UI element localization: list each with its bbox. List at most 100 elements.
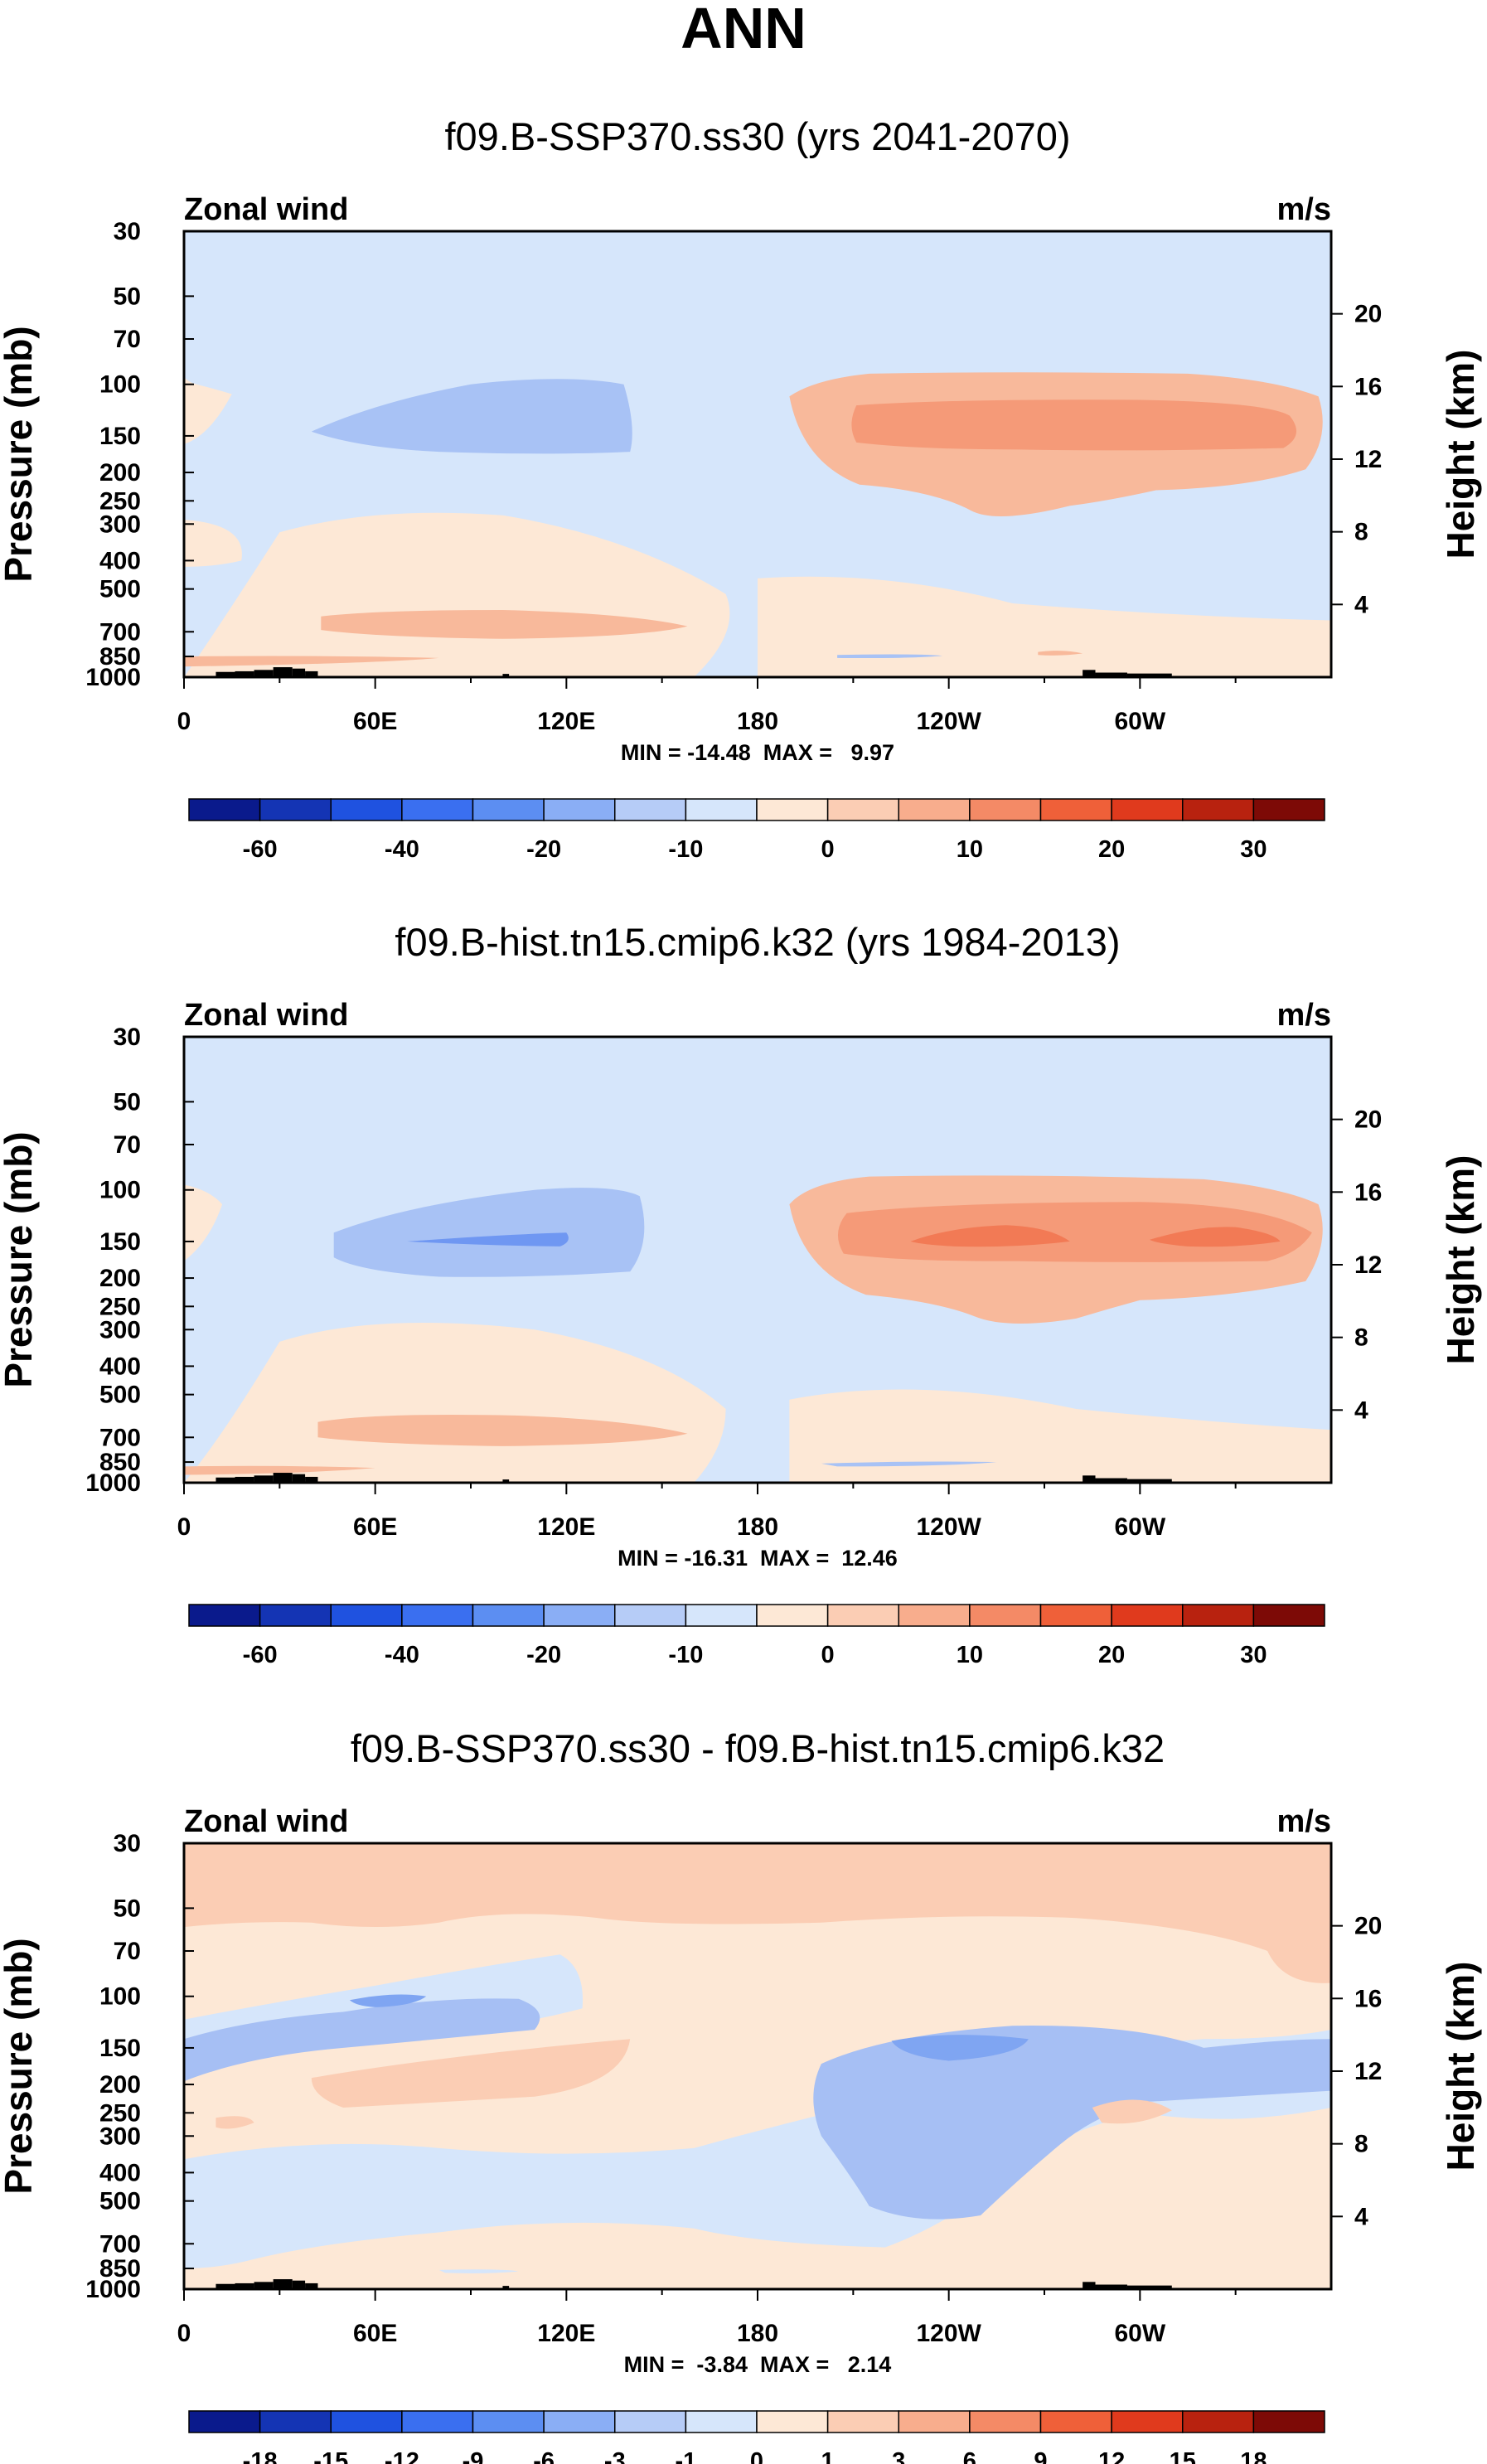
colorbar-box — [969, 1604, 1042, 1627]
min-max-label: MIN = -16.31 MAX = 12.46 — [618, 1546, 898, 1571]
min-max-label: MIN = -3.84 MAX = 2.14 — [624, 2352, 892, 2377]
contour-region--3to-1 — [813, 2026, 1331, 2220]
colorbar-label: 20 — [1098, 1642, 1125, 1668]
pressure-tick-label: 150 — [99, 2035, 141, 2062]
colorbar-box — [756, 2410, 829, 2433]
pressure-tick-label: 100 — [99, 1983, 141, 2011]
colorbar-label: 10 — [957, 1642, 983, 1668]
pressure-tick-label: 250 — [99, 1293, 141, 1320]
min-max-label: MIN = -14.48 MAX = 9.97 — [621, 740, 894, 765]
colorbar-label: -3 — [604, 2448, 626, 2464]
topography-bar — [235, 2282, 254, 2289]
topography-bar — [1126, 2285, 1172, 2289]
topography-bar — [1095, 672, 1127, 677]
colorbar-box — [259, 1604, 332, 1627]
longitude-tick-label: 60W — [1114, 1513, 1165, 1541]
pressure-tick-label: 300 — [99, 2123, 141, 2150]
height-tick-label: 12 — [1354, 446, 1382, 473]
colorbar-box — [1111, 2410, 1184, 2433]
colorbar-box — [1252, 2410, 1325, 2433]
colorbar-label: -6 — [533, 2448, 555, 2464]
contour-region-0to5 — [789, 1389, 1331, 1483]
longitude-tick-label: 180 — [737, 2320, 778, 2347]
topography-bar — [254, 670, 274, 677]
colorbar-box — [898, 1604, 971, 1627]
longitude-tick-label: 120W — [916, 2320, 981, 2347]
topography-bar — [1095, 2284, 1127, 2289]
units-label: m/s — [1277, 998, 1331, 1033]
colorbar-box — [401, 2410, 474, 2433]
contour-region--15to-10 — [407, 1232, 569, 1247]
pressure-tick-label: 30 — [114, 1024, 141, 1051]
colorbar: -18 -15 -12 -9 -6 -3 -1 0 1 3 6 9 12 15 18 — [188, 2410, 1325, 2464]
pressure-tick-label: 850 — [99, 1449, 141, 1476]
pressure-tick-label: 150 — [99, 1228, 141, 1256]
colorbar-box — [1111, 1604, 1184, 1627]
pressure-tick-label: 400 — [99, 2159, 141, 2186]
longitude-tick-label: 0 — [177, 2320, 191, 2347]
longitude-tick-label: 180 — [737, 708, 778, 735]
topography-bar — [216, 1477, 235, 1483]
pressure-axis-title: Pressure (mb) — [0, 326, 40, 582]
colorbar-box — [401, 798, 474, 821]
height-tick-label: 4 — [1354, 591, 1368, 618]
contour-region--10to-5 — [333, 1188, 645, 1277]
height-tick-label: 16 — [1354, 1985, 1382, 2012]
colorbar-label: -12 — [385, 2448, 419, 2464]
colorbar-box — [1039, 798, 1112, 821]
colorbar-label: 30 — [1240, 1642, 1267, 1668]
colorbar-box — [685, 798, 758, 821]
topography-bar — [1126, 1479, 1172, 1483]
pressure-axis-title: Pressure (mb) — [0, 1938, 40, 2194]
colorbar: -60 -40 -20 -10 0 10 20 30 — [188, 798, 1325, 863]
colorbar-box — [472, 1604, 545, 1627]
pressure-axis-title: Pressure (mb) — [0, 1131, 40, 1387]
colorbar-box — [969, 2410, 1042, 2433]
colorbar-box — [330, 1604, 403, 1627]
colorbar-box — [1111, 798, 1184, 821]
contour-region--10to-5 — [837, 654, 942, 659]
colorbar-box — [756, 1604, 829, 1627]
colorbar-label: 9 — [1034, 2448, 1047, 2464]
colorbar-label: -20 — [526, 836, 561, 863]
colorbar-label: 15 — [1170, 2448, 1196, 2464]
height-tick-label: 12 — [1354, 1251, 1382, 1279]
contour-region--5to0 — [184, 231, 1331, 260]
pressure-tick-label: 100 — [99, 1177, 141, 1204]
colorbar-box — [401, 1604, 474, 1627]
contour-region-1to3 — [311, 2039, 631, 2108]
colorbar: -60 -40 -20 -10 0 10 20 30 — [188, 1604, 1325, 1668]
contour-region-0to5 — [758, 576, 1331, 677]
pressure-tick-label: 500 — [99, 1382, 141, 1409]
chart-panel-2: f09.B-hist.tn15.cmip6.k32 (yrs 1984-2013… — [0, 920, 1482, 1668]
pressure-tick-label: 700 — [99, 1424, 141, 1451]
colorbar-label: -60 — [243, 836, 278, 863]
pressure-tick-label: 50 — [114, 1895, 141, 1922]
topography-bar — [502, 2286, 510, 2289]
colorbar-box — [259, 798, 332, 821]
colorbar-box — [898, 2410, 971, 2433]
contour-field — [184, 231, 1331, 677]
colorbar-box — [1182, 1604, 1255, 1627]
longitude-tick-label: 120E — [537, 708, 595, 735]
contour-field — [184, 1843, 1331, 2289]
colorbar-box — [1039, 2410, 1112, 2433]
height-tick-label: 16 — [1354, 373, 1382, 400]
colorbar-box — [330, 798, 403, 821]
pressure-tick-label: 30 — [114, 1830, 141, 1857]
pressure-tick-label: 1000 — [85, 664, 141, 691]
colorbar-box — [543, 2410, 616, 2433]
contour-region-10to15 — [851, 399, 1296, 451]
height-tick-label: 20 — [1354, 301, 1382, 328]
colorbar-box — [543, 1604, 616, 1627]
contour-region-0to5 — [184, 376, 232, 444]
contour-region-15to20 — [1149, 1227, 1281, 1247]
topography-bar — [502, 1479, 510, 1483]
height-tick-label: 20 — [1354, 1106, 1382, 1134]
colorbar-box — [898, 798, 971, 821]
pressure-tick-label: 300 — [99, 511, 141, 538]
colorbar-label: 10 — [957, 836, 983, 863]
colorbar-label: 0 — [821, 1642, 835, 1668]
longitude-tick-label: 120E — [537, 1513, 595, 1541]
topography-bar — [305, 670, 318, 677]
